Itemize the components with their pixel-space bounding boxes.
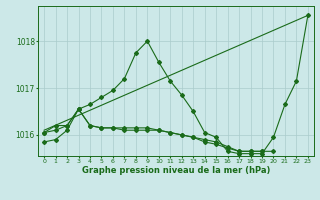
X-axis label: Graphe pression niveau de la mer (hPa): Graphe pression niveau de la mer (hPa) — [82, 166, 270, 175]
